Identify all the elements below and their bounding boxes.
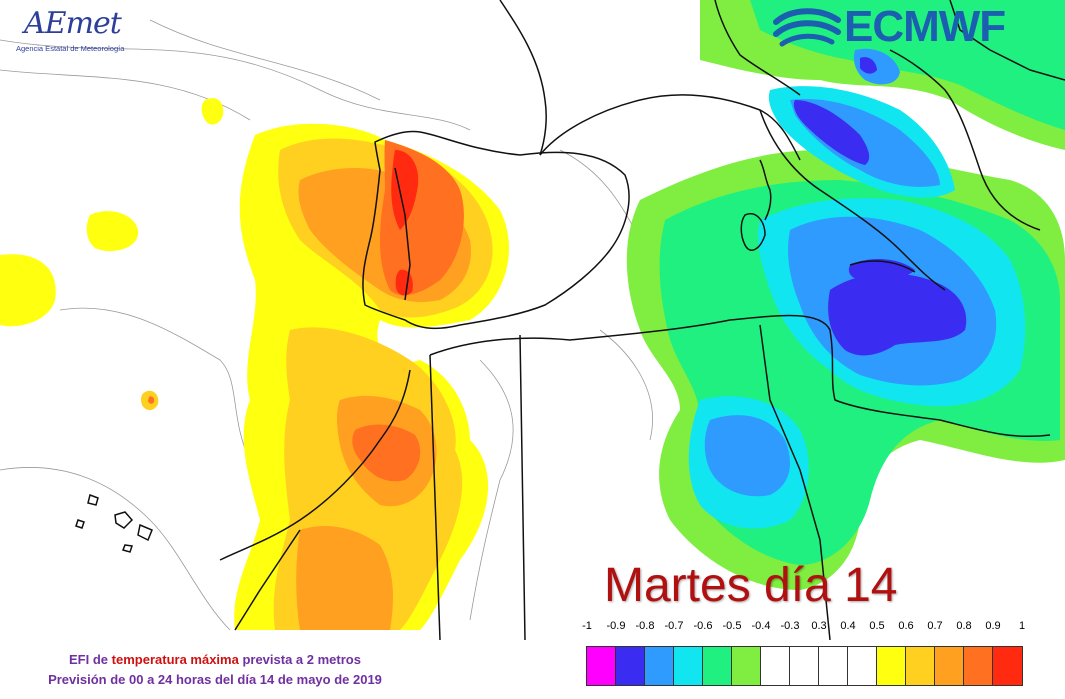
legend-label: 0.5 (869, 620, 885, 632)
legend-swatch (993, 647, 1022, 685)
legend-swatch (790, 647, 819, 685)
caption-line-2: Previsión de 00 a 24 horas del día 14 de… (48, 672, 382, 687)
legend-swatch (674, 647, 703, 685)
legend-labels: -1 -0.9 -0.8 -0.7 -0.6 -0.5 -0.4 -0.3 0.3 0.4 0.5 0… (582, 620, 1046, 638)
legend-swatch (703, 647, 732, 685)
caption-variable: temperatura máxima (111, 652, 239, 667)
aemet-wordmark: AEmet (24, 6, 122, 41)
legend-label: -0.8 (635, 620, 655, 632)
legend-label: -0.6 (693, 620, 713, 632)
caption-line-1-suffix: prevista a 2 metros (242, 652, 361, 667)
caption-line-1-prefix: EFI de (69, 652, 109, 667)
legend-swatch (877, 647, 906, 685)
map-caption: EFI de temperatura máxima prevista a 2 m… (0, 650, 430, 690)
legend-swatch (616, 647, 645, 685)
legend-swatch (732, 647, 761, 685)
coastlines (219, 0, 1065, 641)
legend-swatch (645, 647, 674, 685)
legend-label: 0.6 (898, 620, 914, 632)
legend-swatch (964, 647, 993, 685)
efi-legend: -1 -0.9 -0.8 -0.7 -0.6 -0.5 -0.4 -0.3 0.3 0.4 0.5 0… (582, 620, 1046, 690)
legend-label: -1 (582, 620, 592, 632)
efi-warm-area-atlantic (0, 98, 509, 631)
legend-label: -0.4 (751, 620, 771, 632)
legend-swatch (761, 647, 790, 685)
legend-label: 0.4 (840, 620, 856, 632)
forecast-day-title: Martes día 14 (604, 559, 898, 612)
legend-label: -0.7 (664, 620, 684, 632)
legend-swatch (848, 647, 877, 685)
efi-cold-area-mediterranean (626, 0, 1065, 590)
legend-swatch (906, 647, 935, 685)
ecmwf-swoosh-icon (773, 8, 841, 47)
legend-label: -0.5 (722, 620, 742, 632)
legend-label: 0.7 (927, 620, 943, 632)
legend-label: 0.3 (811, 620, 827, 632)
legend-swatch (935, 647, 964, 685)
legend-label: 0.9 (985, 620, 1001, 632)
caption-line-1: EFI de temperatura máxima prevista a 2 m… (0, 650, 430, 670)
legend-label: -0.9 (606, 620, 626, 632)
ecmwf-logo: ECMWF (772, 2, 1062, 52)
aemet-logo: AEmet Agencia Estatal de Meteorología (14, 6, 134, 58)
ecmwf-wordmark: ECMWF (844, 2, 1006, 51)
canary-islands (75, 494, 153, 553)
legend-label: 0.8 (956, 620, 972, 632)
legend-swatch (587, 647, 616, 685)
legend-colorbar (586, 646, 1023, 686)
legend-swatch (819, 647, 848, 685)
aemet-subtitle: Agencia Estatal de Meteorología (16, 44, 125, 53)
legend-label: 1 (1018, 620, 1026, 632)
legend-label: -0.3 (780, 620, 800, 632)
